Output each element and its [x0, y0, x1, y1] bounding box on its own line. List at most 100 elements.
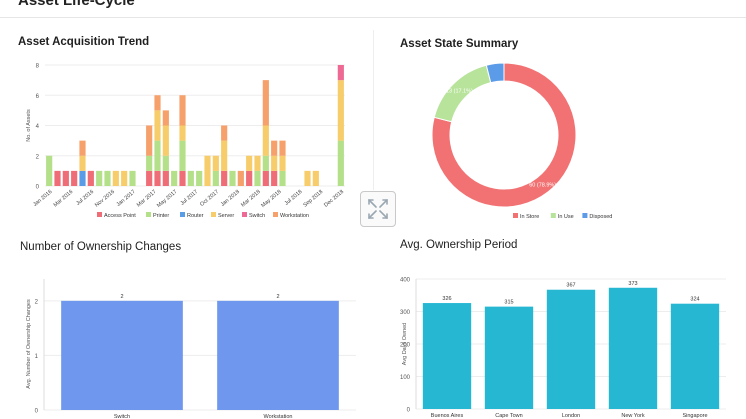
bar-server: [312, 170, 319, 186]
bar-server: [112, 170, 119, 186]
bar-printer: [262, 155, 269, 171]
legend-label: Router: [187, 213, 204, 219]
bar-data-label: 315: [504, 300, 513, 306]
y-axis-label: Avg. Number of Ownership Changes: [26, 299, 32, 389]
bar-workstation: [146, 125, 153, 156]
x-tick-label: Buenos Aires: [431, 413, 464, 419]
bar-data-label: 2: [276, 294, 279, 300]
header-divider: [0, 17, 746, 18]
y-axis-label: No. of Assets: [26, 109, 32, 142]
bar-workstation: [162, 110, 169, 126]
bar: [484, 306, 534, 409]
x-tick-label: May 2018: [260, 189, 282, 209]
bar: [61, 300, 183, 410]
bar-server: [271, 155, 278, 171]
bar-access-point: [87, 170, 94, 186]
legend-label: In Store: [520, 214, 539, 220]
bar-server: [246, 155, 253, 171]
y-tick-label: 100: [400, 375, 411, 381]
bar-printer: [96, 170, 103, 186]
legend-swatch: [97, 212, 102, 217]
bar: [670, 303, 720, 409]
bar-server: [262, 125, 269, 156]
donut-slice-in-store: [431, 62, 577, 208]
legend-swatch: [582, 213, 588, 218]
bar-access-point: [271, 170, 278, 186]
x-tick-label: Singapore: [682, 413, 707, 419]
bar-access-point: [221, 170, 228, 186]
bar-printer: [146, 155, 153, 171]
y-tick-label: 2: [36, 154, 40, 160]
legend-label: Disposed: [589, 214, 612, 220]
x-tick-label: Jul 2016: [75, 189, 95, 207]
x-tick-label: Jul 2017: [179, 189, 199, 207]
y-tick-label: 300: [400, 310, 411, 316]
bar-printer: [154, 140, 161, 171]
bar-access-point: [246, 170, 253, 186]
bar-server: [162, 125, 169, 156]
slice-data-label: 60 (78.9%): [529, 183, 556, 189]
x-tick-label: Cape Town: [495, 413, 522, 419]
bar-server: [212, 155, 219, 171]
bar-server: [221, 140, 228, 171]
legend-label: Workstation: [280, 213, 309, 219]
bar-printer: [162, 155, 169, 171]
expand-button[interactable]: [360, 191, 396, 227]
bar-workstation: [262, 80, 269, 126]
bar-printer: [196, 170, 203, 186]
state-donut-plot: 60 (78.9%) 13 (17.1%) In Store In Use Dispos…: [431, 62, 612, 220]
panel-separator: [373, 30, 374, 190]
x-tick-label: Mar 2016: [53, 189, 75, 209]
x-tick-label: Dec 2018: [323, 189, 345, 209]
bar-workstation: [154, 95, 161, 111]
expand-arrows-icon: [368, 199, 388, 219]
ownership-period-plot: 0 100 200 300 400 326 Buenos Aires 315 Cape Town…: [400, 278, 726, 419]
bar-server: [254, 155, 261, 171]
bar-access-point: [162, 170, 169, 186]
bar-printer: [229, 170, 236, 186]
x-tick-label: Mar 2017: [136, 189, 158, 209]
bar-printer: [279, 170, 286, 186]
x-tick-label: Oct 2017: [199, 189, 220, 208]
legend-label: In Use: [558, 214, 574, 220]
bar: [546, 289, 596, 409]
page-title: Asset Life-Cycle: [18, 0, 135, 9]
y-tick-label: 400: [400, 278, 411, 284]
y-tick-label: 0: [407, 408, 411, 414]
ownership-changes-widget-title: Number of Ownership Changes: [20, 241, 182, 253]
bar-server: [179, 125, 186, 141]
legend-swatch: [550, 213, 556, 218]
bar-printer: [171, 170, 178, 186]
bar: [422, 303, 472, 409]
bar-data-label: 326: [442, 296, 451, 302]
x-tick-label: Jan 2017: [116, 189, 137, 208]
legend-swatch: [211, 212, 216, 217]
y-tick-label: 1: [35, 354, 39, 360]
y-tick-label: 0: [36, 185, 40, 191]
bar-switch: [337, 65, 344, 81]
x-tick-label: Switch: [114, 414, 130, 419]
ownership-changes-plot: 0 1 2 2 Switch 2 Workstation Avg. Number of Own…: [26, 279, 356, 419]
legend-swatch: [242, 212, 247, 217]
bar-printer: [129, 170, 136, 186]
x-tick-label: Workstation: [264, 414, 293, 419]
bar-workstation: [79, 140, 86, 156]
state-donut-chart: 60 (78.9%) 13 (17.1%) In Store In Use Dispos…: [431, 62, 612, 220]
x-tick-label: London: [562, 413, 580, 419]
slice-data-label: 13 (17.1%): [446, 88, 473, 94]
bar-workstation: [279, 140, 286, 156]
bar-server: [121, 170, 128, 186]
bar-server: [304, 170, 311, 186]
x-tick-label: Jan 2018: [220, 189, 241, 208]
y-tick-label: 6: [36, 94, 40, 100]
bar-server: [79, 155, 86, 171]
y-tick-label: 2: [35, 299, 39, 305]
legend-label: Printer: [153, 213, 169, 219]
x-tick-label: New York: [621, 413, 644, 419]
bar-printer: [254, 170, 261, 186]
bar-printer: [46, 155, 53, 186]
bar-access-point: [71, 170, 78, 186]
y-tick-label: 200: [400, 343, 411, 349]
donut-slice-disposed: [485, 62, 505, 84]
